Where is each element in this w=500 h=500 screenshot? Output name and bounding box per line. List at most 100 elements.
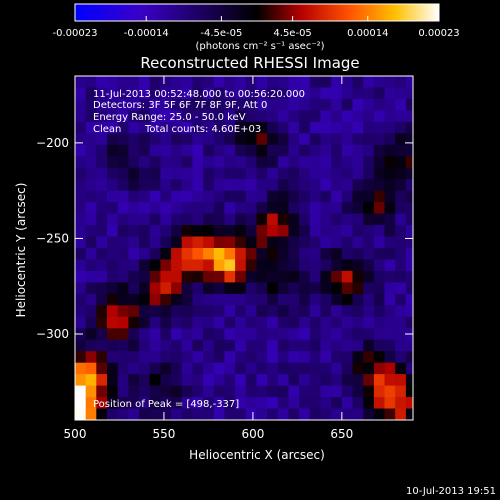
heatmap-cell [203, 397, 215, 410]
heatmap-cell [277, 385, 289, 398]
heatmap-cell [331, 293, 343, 306]
heatmap-cell [139, 408, 151, 420]
heatmap-cell [85, 98, 97, 111]
x-tick-label: 500 [64, 427, 87, 441]
heatmap-cell [373, 98, 386, 111]
heatmap-cell [363, 76, 375, 88]
heatmap-cell [299, 156, 311, 169]
heatmap-cell [395, 236, 407, 249]
heatmap-cell [128, 374, 140, 387]
heatmap-cell [320, 270, 332, 283]
heatmap-cell [384, 397, 396, 410]
heatmap-cell [299, 98, 311, 111]
heatmap-cell [235, 339, 247, 352]
heatmap-cell [75, 190, 87, 203]
heatmap-cell [139, 202, 151, 215]
heatmap-cell [139, 270, 151, 283]
heatmap-cell [107, 76, 119, 88]
heatmap-cell [75, 110, 87, 123]
heatmap-cell [235, 121, 247, 134]
heatmap-cell [171, 385, 183, 398]
heatmap-cell [149, 385, 161, 398]
heatmap-cell [352, 248, 364, 260]
heatmap-cell [309, 98, 321, 111]
heatmap-cell [299, 374, 311, 387]
heatmap-cell [363, 408, 375, 420]
heatmap-cell [288, 76, 300, 88]
heatmap-cell [363, 328, 375, 341]
heatmap-cell [331, 87, 343, 100]
heatmap-cell [235, 248, 247, 260]
heatmap-cell [288, 248, 300, 260]
heatmap-cell [267, 408, 279, 420]
heatmap-cell [352, 236, 364, 249]
heatmap-cell [373, 87, 386, 100]
heatmap-cell [117, 144, 129, 157]
heatmap-cell [277, 316, 289, 329]
heatmap-cell [320, 213, 332, 226]
heatmap-cell [85, 225, 97, 238]
heatmap-cell [320, 133, 332, 146]
heatmap-cell [405, 248, 413, 260]
heatmap-cell [107, 110, 119, 123]
heatmap-cell [203, 87, 215, 100]
heatmap-cell [288, 225, 300, 238]
colorbar-tick-label: 0.00023 [418, 28, 459, 39]
heatmap-cell [181, 408, 193, 420]
heatmap-cell [96, 156, 108, 169]
heatmap-cell [149, 397, 161, 410]
colorbar-tick-label: -4.5e-05 [200, 28, 242, 39]
heatmap-cell [309, 87, 321, 100]
heatmap-cell [331, 362, 343, 375]
heatmap-cell [267, 156, 279, 169]
heatmap-cell [139, 213, 151, 226]
heatmap-cell [256, 259, 268, 272]
heatmap-cell [277, 144, 289, 157]
heatmap-cell [235, 385, 247, 398]
heatmap-cell [299, 87, 311, 100]
heatmap-cell [341, 76, 353, 88]
heatmap-cell [96, 374, 108, 387]
heatmap-cell [405, 133, 413, 146]
heatmap-cell [117, 408, 129, 420]
heatmap-cell [203, 328, 215, 341]
heatmap-cell [128, 339, 140, 352]
heatmap-cell [395, 76, 407, 88]
heatmap-cell [85, 236, 97, 249]
heatmap-cell [405, 190, 413, 203]
heatmap-cell [213, 374, 225, 387]
heatmap-cell [352, 362, 364, 375]
heatmap-cell [352, 374, 364, 387]
heatmap-cell [181, 236, 193, 249]
heatmap-cell [192, 76, 204, 88]
heatmap-cell [107, 282, 119, 295]
colorbar-tick-label: -0.00023 [53, 28, 98, 39]
footer-timestamp: 10-Jul-2013 19:51 [406, 486, 496, 497]
heatmap-cell [299, 305, 311, 318]
heatmap-cell [192, 408, 204, 420]
heatmap-cell [267, 362, 279, 375]
heatmap-cell [256, 270, 268, 283]
heatmap-cell [192, 362, 204, 375]
heatmap-cell [128, 282, 140, 295]
heatmap-cell [213, 144, 225, 157]
heatmap-cell [139, 167, 151, 180]
heatmap-cell [128, 190, 140, 203]
heatmap-cell [235, 328, 247, 341]
heatmap-cell [288, 110, 300, 123]
heatmap-cell [128, 270, 140, 283]
heatmap-cell [299, 397, 311, 410]
heatmap-cell [309, 351, 321, 364]
heatmap-cell [405, 351, 413, 364]
heatmap-cell [373, 305, 386, 318]
heatmap-cell [181, 305, 193, 318]
heatmap-cell [320, 156, 332, 169]
heatmap-cell [213, 167, 225, 180]
heatmap-cell [277, 98, 289, 111]
heatmap-cell [213, 408, 225, 420]
heatmap-cell [320, 293, 332, 306]
heatmap-cell [75, 248, 87, 260]
heatmap-cell [128, 236, 140, 249]
heatmap-cell [405, 144, 413, 157]
heatmap-cell [309, 397, 321, 410]
